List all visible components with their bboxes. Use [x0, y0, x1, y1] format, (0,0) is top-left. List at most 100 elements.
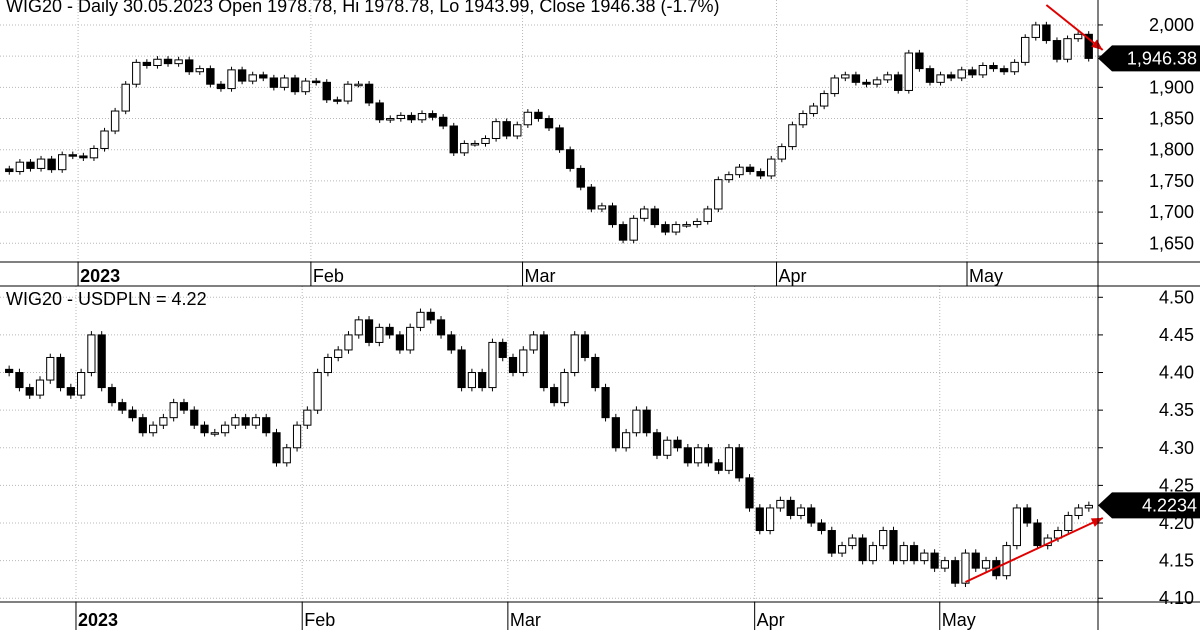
usdpln-candle	[642, 406, 651, 437]
usdpln-candle-body	[498, 341, 507, 358]
usdpln-candle	[416, 308, 425, 332]
usdpln-last-value-label: 4.2234	[1142, 495, 1197, 515]
wig20-candle	[428, 110, 437, 121]
wig20-candle	[132, 59, 141, 88]
usdpln-candle	[714, 459, 723, 475]
usdpln-candle-body	[56, 356, 65, 389]
usdpln-candle-body	[35, 379, 45, 396]
usdpln-candle-body	[519, 349, 528, 374]
usdpln-candle-body	[827, 530, 836, 554]
usdpln-candle-body	[807, 507, 816, 524]
wig20-candle	[280, 74, 289, 91]
usdpln-candle	[251, 413, 261, 429]
usdpln-candle	[107, 383, 117, 407]
wig20-candle-body	[470, 142, 480, 146]
usdpln-candle	[323, 353, 333, 377]
usdpln-candle-body	[344, 334, 353, 351]
usdpln-candle	[622, 428, 631, 452]
wig20-candle-body	[322, 81, 331, 101]
wig20-candle-body	[153, 58, 162, 67]
wig20-month-label: Apr	[779, 266, 807, 286]
usdpln-candle	[1033, 519, 1042, 550]
wig20-candle	[1063, 35, 1072, 63]
usdpln-candle-body	[210, 432, 219, 435]
usdpln-candle-body	[673, 439, 682, 449]
wig20-candle	[481, 135, 490, 147]
wig20-candle-body	[438, 116, 448, 127]
usdpln-candle-body	[395, 334, 404, 351]
usdpln-candle-body	[550, 387, 559, 404]
wig20-candle	[79, 152, 88, 161]
wig20-candle-body	[1010, 61, 1019, 73]
usdpln-candle-body	[478, 372, 487, 389]
usdpln-candle-body	[334, 349, 343, 358]
wig20-candle-body	[449, 125, 458, 154]
wig20-candle	[819, 90, 829, 110]
usdpln-candle	[868, 541, 878, 565]
usdpln-candle	[159, 413, 168, 429]
usdpln-candle	[796, 504, 806, 520]
usdpln-candle-body	[899, 545, 908, 562]
wig20-candle-body	[375, 102, 384, 121]
wig20-candle-body	[417, 113, 427, 121]
wig20-candle-body	[79, 155, 88, 159]
usdpln-candle	[498, 338, 507, 362]
wig20-candle-body	[58, 154, 67, 171]
usdpln-month-label: Mar	[510, 610, 541, 630]
wig20-last-value-label: 1,946.38	[1127, 48, 1197, 68]
usdpln-candle-body	[611, 417, 620, 449]
wig20-candle-body	[703, 208, 712, 222]
wig20-candle	[195, 65, 204, 75]
usdpln-candle	[765, 504, 775, 535]
wig20-candle	[788, 121, 797, 150]
usdpln-month-label: Apr	[757, 610, 785, 630]
wig20-candle	[989, 62, 998, 72]
wig20-candle-body	[989, 65, 998, 70]
wig20-candle-body	[142, 61, 152, 66]
usdpln-candle	[981, 556, 991, 572]
usdpln-candle	[683, 443, 692, 467]
usdpln-candle-body	[436, 319, 446, 336]
usdpln-candle-body	[313, 372, 322, 411]
wig20-candle	[36, 155, 46, 172]
usdpln-candle	[909, 541, 919, 565]
usdpln-candle-body	[467, 372, 476, 389]
wig20-candle	[142, 59, 152, 69]
wig20-candle	[798, 110, 808, 128]
wig20-candle	[438, 114, 448, 130]
wig20-candle	[227, 66, 236, 92]
usdpln-candle-body	[97, 334, 106, 389]
wig20-candle-body	[1063, 38, 1072, 60]
wig20-candle-body	[460, 142, 469, 154]
usdpln-candle	[457, 346, 466, 392]
usdpln-candle-body	[951, 560, 960, 584]
usdpln-candle	[745, 474, 754, 512]
usdpln-candle	[807, 504, 816, 527]
wig20-candle-body	[809, 105, 818, 115]
usdpln-candle	[951, 556, 960, 587]
wig20-candle-body	[999, 68, 1009, 73]
wig20-candle	[322, 79, 331, 103]
wig20-candle-body	[1052, 40, 1062, 60]
wig20-candle	[872, 76, 882, 88]
usdpln-candle	[385, 323, 394, 339]
wig20-candle-body	[89, 147, 99, 159]
wig20-y-tick-label: 1,800	[1149, 140, 1194, 160]
usdpln-candle-body	[169, 402, 178, 419]
usdpln-candle	[241, 413, 250, 429]
wig20-candle	[587, 183, 596, 213]
wig20-candle-body	[629, 217, 638, 241]
wig20-candle-body	[1021, 36, 1030, 63]
wig20-candle	[925, 65, 935, 86]
wig20-candle-body	[851, 74, 861, 83]
wig20-candle	[100, 127, 109, 152]
usdpln-candle	[179, 398, 189, 414]
wig20-candle	[915, 49, 924, 72]
wig20-candle	[608, 202, 617, 228]
wig20-candle	[407, 112, 416, 123]
usdpln-candle-body	[488, 341, 497, 389]
usdpln-candle	[25, 383, 34, 399]
usdpln-candle-body	[632, 409, 641, 434]
usdpln-candle-body	[683, 447, 692, 464]
